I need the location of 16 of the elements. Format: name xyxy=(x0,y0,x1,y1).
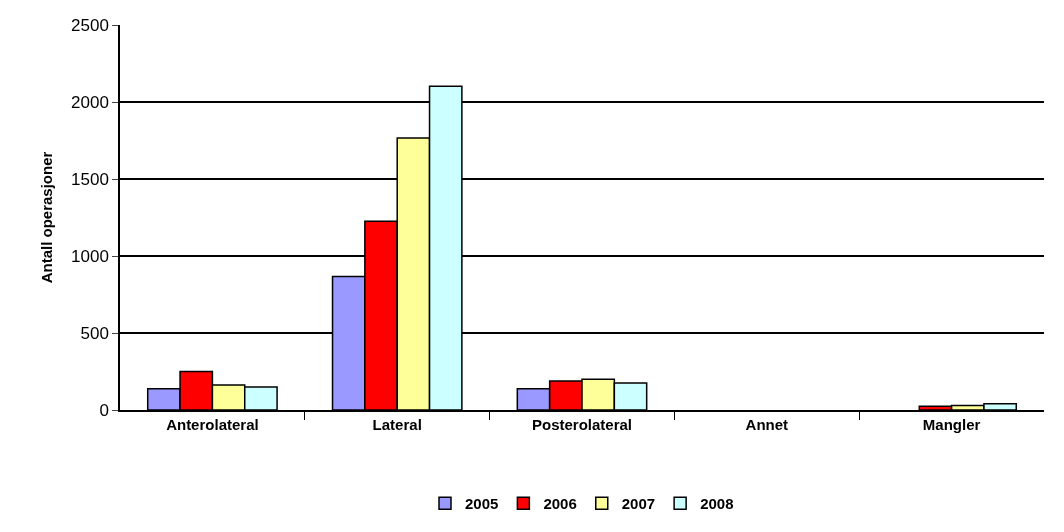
x-tick-label: Lateral xyxy=(372,415,422,433)
y-tick-label: 0 xyxy=(99,400,109,420)
y-tick-label: 1000 xyxy=(71,246,109,266)
x-tick-label: Anterolateral xyxy=(166,415,259,433)
y-tick-label: 2500 xyxy=(71,15,109,35)
y-tick-label: 2000 xyxy=(71,92,109,112)
y-tick-label: 500 xyxy=(80,323,109,343)
x-tick-label: Posterolateral xyxy=(531,415,633,433)
legend-label: 2008 xyxy=(700,495,734,513)
legend-label: 2005 xyxy=(465,495,499,513)
y-axis-title: Antall operasjoner xyxy=(37,151,55,284)
legend-label: 2007 xyxy=(621,495,656,513)
x-tick-label: Annet xyxy=(745,415,789,433)
y-tick-label: 1500 xyxy=(71,169,109,189)
legend-label: 2006 xyxy=(543,495,577,513)
x-tick-label: Mangler xyxy=(922,415,981,433)
